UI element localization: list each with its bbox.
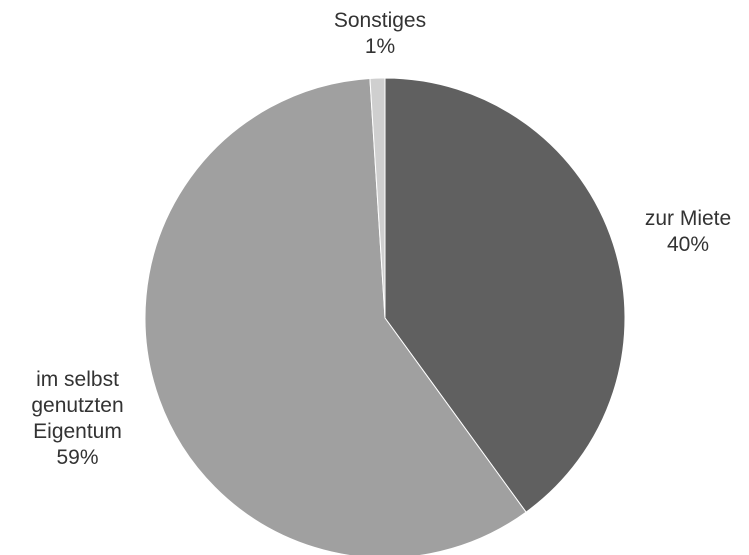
slice-percent: 1%: [364, 35, 396, 58]
slice-label-zur-miete: zur Miete 40%: [618, 206, 749, 258]
slice-name-line-1: im selbst: [36, 368, 119, 391]
slice-label-sonstiges: Sonstiges 1%: [300, 8, 460, 60]
slice-name-line-3: Eigentum: [33, 420, 122, 443]
slice-name-line-2: genutzten: [31, 394, 124, 417]
slice-percent: 40%: [666, 233, 710, 256]
slice-name: Sonstiges: [333, 9, 427, 32]
pie-slice-2: [369, 77, 386, 319]
slice-percent: 59%: [56, 446, 99, 469]
pie-slice-0: [384, 77, 626, 513]
slice-label-eigentum: im selbst genutzten Eigentum 59%: [0, 367, 155, 471]
pie-slice-1: [144, 77, 527, 555]
slice-name: zur Miete: [644, 207, 732, 230]
